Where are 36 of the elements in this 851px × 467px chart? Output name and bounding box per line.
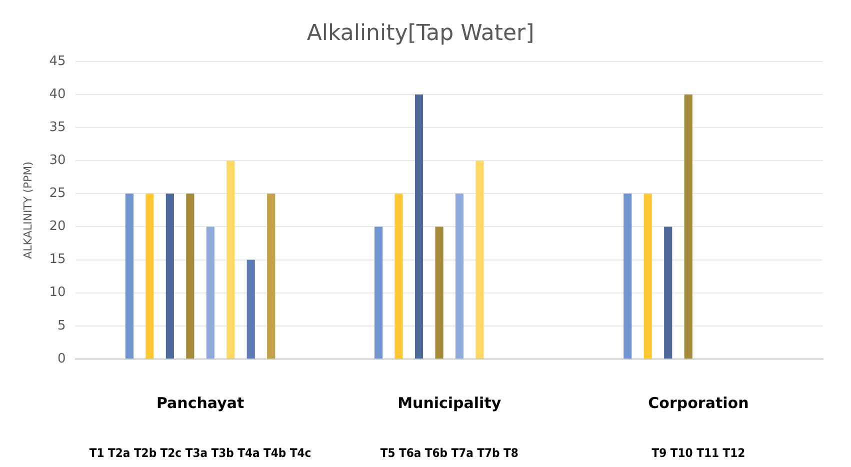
y-tick-label: 35 [49, 120, 66, 135]
text: T5 T6a T6b T7a T7b T8 [380, 446, 518, 460]
bar [226, 160, 235, 358]
bar [246, 260, 255, 358]
y-tick-label: 40 [49, 86, 66, 102]
x-tick-label: Municipality [398, 394, 502, 412]
bar [166, 194, 174, 358]
x-tick-label: Panchayat [156, 394, 244, 412]
y-tick-label: 5 [57, 318, 66, 334]
bar [394, 194, 403, 358]
bar [644, 194, 652, 358]
y-axis-title: ALKALINITY (PPM) [21, 162, 34, 259]
bar [125, 194, 134, 358]
bar [414, 94, 424, 358]
bar [455, 194, 464, 358]
bar [684, 94, 692, 358]
y-tick-label: 25 [49, 186, 66, 202]
chart-title: Alkalinity[Tap Water] [306, 20, 534, 46]
bar [664, 226, 672, 358]
y-tick-label: 0 [57, 351, 66, 366]
text: T9 T10 T11 T12 [652, 446, 746, 460]
y-tick-label: 10 [49, 285, 66, 300]
bar [374, 226, 383, 358]
bar [186, 194, 194, 358]
y-tick-label: 15 [49, 252, 66, 268]
y-tick-label: 45 [49, 54, 66, 69]
bar [624, 194, 632, 358]
x-tick-label: Corporation [648, 394, 749, 412]
text: T1 T2a T2b T2c T3a T3b T4a T4b T4c [89, 446, 312, 460]
bar [267, 194, 276, 358]
bar [435, 226, 444, 358]
bar [146, 194, 154, 358]
y-tick-label: 20 [49, 219, 66, 234]
bar [206, 226, 214, 358]
y-tick-label: 30 [49, 152, 66, 168]
bar [476, 160, 484, 358]
